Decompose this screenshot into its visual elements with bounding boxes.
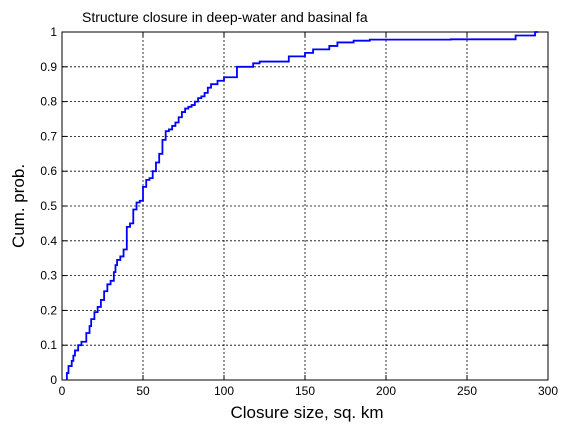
x-tick-labels: 0 50 100 150 200 250 300 [59,384,559,398]
y-tick-label: 0.3 [40,269,57,283]
y-tick-label: 1 [50,25,57,39]
x-tick-label: 100 [214,384,234,398]
y-axis-label: Cum. prob. [9,164,28,248]
y-tick-label: 0.7 [40,129,57,143]
series-layer [65,31,539,380]
chart-title: Structure closure in deep-water and basi… [82,9,368,25]
y-tick-label: 0.1 [40,338,57,352]
y-tick-label: 0.4 [40,234,57,248]
cdf-series-line [65,31,539,380]
grid-lines [62,32,548,380]
x-tick-label: 150 [295,384,315,398]
x-tick-label: 300 [538,384,558,398]
x-tick-label: 250 [457,384,477,398]
y-tick-label: 0.2 [40,303,57,317]
x-axis-label: Closure size, sq. km [230,403,383,422]
x-tick-label: 0 [59,384,66,398]
y-tick-label: 0.5 [40,199,57,213]
y-tick-label: 0.8 [40,95,57,109]
y-tick-label: 0 [50,373,57,387]
x-tick-label: 200 [376,384,396,398]
y-tick-label: 0.9 [40,60,57,74]
y-tick-label: 0.6 [40,164,57,178]
axis-ticks [61,31,549,381]
x-tick-label: 50 [136,384,150,398]
y-tick-labels: 0 0.1 0.2 0.3 0.4 0.5 0.6 0.7 0.8 0.9 1 [40,25,57,387]
